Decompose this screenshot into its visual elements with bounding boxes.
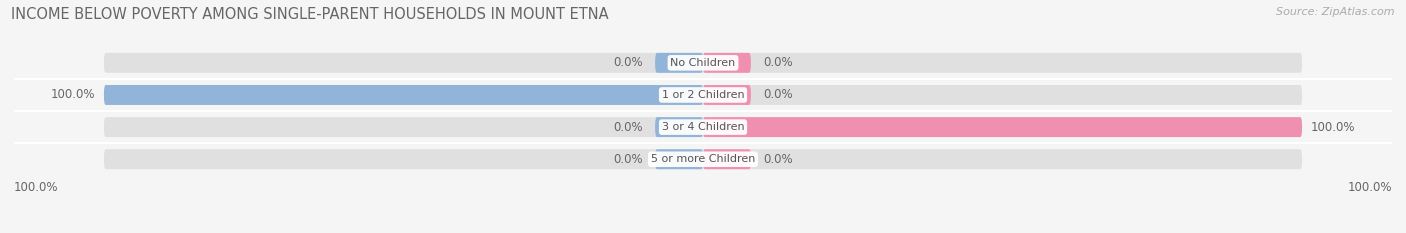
Text: 100.0%: 100.0%	[1310, 121, 1355, 134]
Text: 3 or 4 Children: 3 or 4 Children	[662, 122, 744, 132]
Text: 0.0%: 0.0%	[613, 56, 643, 69]
Text: Source: ZipAtlas.com: Source: ZipAtlas.com	[1277, 7, 1395, 17]
Text: 100.0%: 100.0%	[14, 182, 59, 194]
FancyBboxPatch shape	[104, 149, 1302, 169]
Text: No Children: No Children	[671, 58, 735, 68]
Text: 100.0%: 100.0%	[1347, 182, 1392, 194]
FancyBboxPatch shape	[104, 85, 1302, 105]
FancyBboxPatch shape	[655, 117, 703, 137]
FancyBboxPatch shape	[703, 85, 751, 105]
Text: 100.0%: 100.0%	[51, 89, 96, 101]
Text: 0.0%: 0.0%	[763, 56, 793, 69]
FancyBboxPatch shape	[655, 149, 703, 169]
FancyBboxPatch shape	[703, 149, 751, 169]
Text: INCOME BELOW POVERTY AMONG SINGLE-PARENT HOUSEHOLDS IN MOUNT ETNA: INCOME BELOW POVERTY AMONG SINGLE-PARENT…	[11, 7, 609, 22]
Text: 0.0%: 0.0%	[763, 89, 793, 101]
Text: 0.0%: 0.0%	[613, 153, 643, 166]
Text: 0.0%: 0.0%	[613, 121, 643, 134]
FancyBboxPatch shape	[104, 53, 1302, 73]
FancyBboxPatch shape	[703, 53, 751, 73]
FancyBboxPatch shape	[104, 117, 1302, 137]
Text: 0.0%: 0.0%	[763, 153, 793, 166]
FancyBboxPatch shape	[104, 85, 703, 105]
FancyBboxPatch shape	[655, 53, 703, 73]
Text: 1 or 2 Children: 1 or 2 Children	[662, 90, 744, 100]
Text: 5 or more Children: 5 or more Children	[651, 154, 755, 164]
FancyBboxPatch shape	[703, 117, 1302, 137]
